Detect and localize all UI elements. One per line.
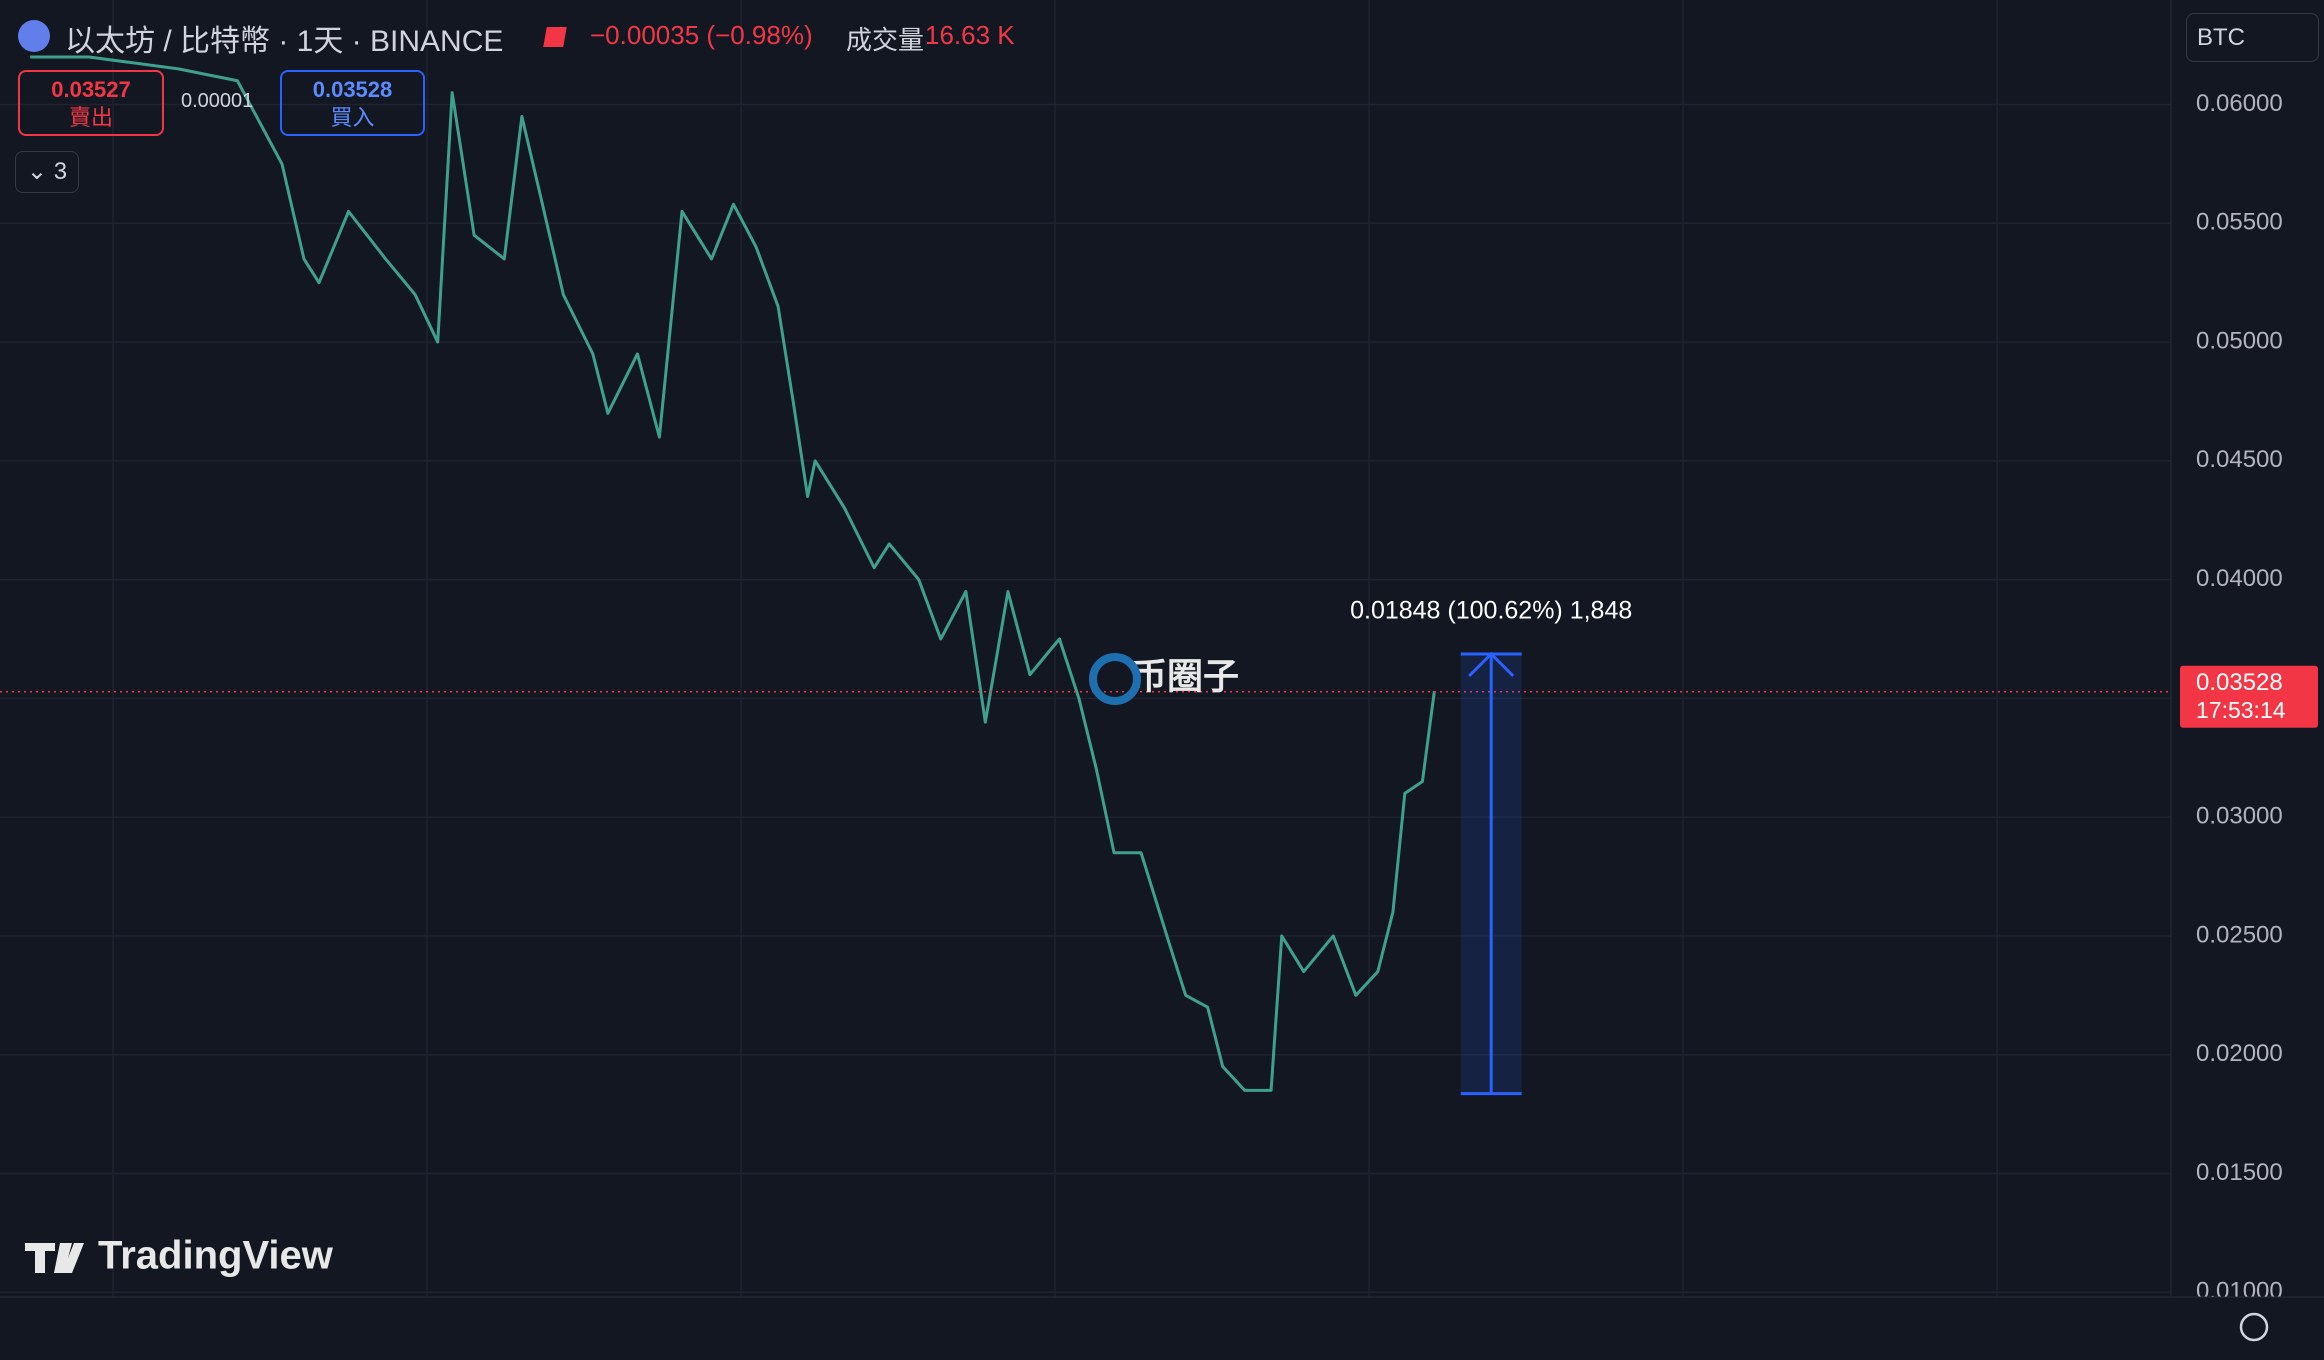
- y-tick-label: 0.02500: [2196, 921, 2283, 948]
- y-tick-label: 0.04500: [2196, 446, 2283, 473]
- sell-label: 賣出: [68, 105, 113, 130]
- volume: 16.63 K: [925, 20, 1015, 50]
- last-price-tag: [2180, 665, 2318, 728]
- x-axis-bg: [0, 1297, 2324, 1360]
- y-tick-label: 0.06000: [2196, 90, 2283, 117]
- currency: BTC: [2197, 24, 2245, 51]
- brand: TradingView: [98, 1234, 334, 1278]
- watermark: 币圈子: [1131, 656, 1239, 697]
- watermark-logo: [1089, 653, 1141, 705]
- market-icon: [543, 27, 567, 47]
- buy-button[interactable]: 0.03528 買入: [280, 70, 425, 136]
- sell-button[interactable]: 0.03527 賣出: [18, 70, 164, 136]
- brand-icon: [25, 1243, 84, 1273]
- y-tick-label: 0.02000: [2196, 1040, 2283, 1067]
- price-change: −0.00035 (−0.98%): [590, 20, 813, 50]
- y-tick-label: 0.01500: [2196, 1159, 2283, 1186]
- countdown: 17:53:14: [2196, 697, 2286, 723]
- indicators-toggle[interactable]: ⌄ 3: [15, 151, 79, 193]
- currency-select[interactable]: BTC: [2186, 13, 2319, 62]
- sell-price: 0.03527: [51, 77, 131, 102]
- symbol-title: 以太坊 / 比特幣 · 1天 · BINANCE: [65, 25, 504, 58]
- settings-icon[interactable]: [2239, 1312, 2269, 1342]
- buy-price: 0.03528: [312, 77, 393, 102]
- last-price: 0.03528: [2196, 669, 2283, 696]
- volume-label: 成交量: [846, 25, 925, 55]
- indicators-count: 3: [53, 158, 68, 185]
- price-line: [30, 55, 1436, 1092]
- symbol-icon: [18, 20, 50, 52]
- buy-label: 買入: [330, 105, 375, 130]
- y-tick-label: 0.05500: [2196, 209, 2283, 236]
- spread: 0.00001: [181, 90, 254, 112]
- measure-arrow: [1468, 651, 1515, 678]
- brand-logo: TradingView: [25, 1234, 334, 1278]
- measure-label: 0.01848 (100.62%) 1,848: [1350, 597, 1632, 625]
- y-tick-label: 0.04000: [2196, 565, 2283, 592]
- y-tick-label: 0.05000: [2196, 327, 2283, 354]
- y-tick-label: 0.03000: [2196, 803, 2283, 830]
